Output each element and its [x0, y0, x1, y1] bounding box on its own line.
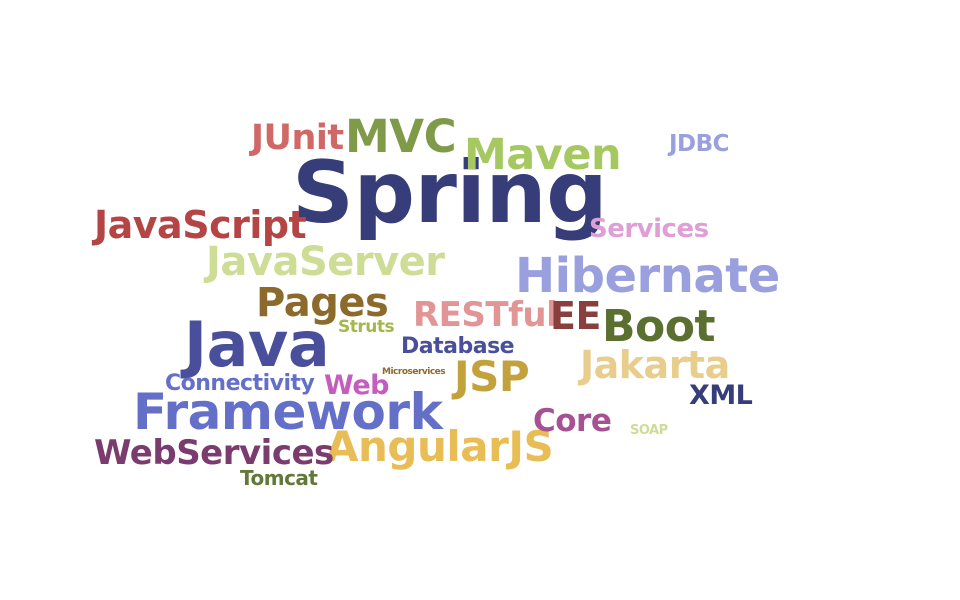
word-pages: Pages [256, 280, 389, 326]
word-maven: Maven [464, 130, 622, 180]
word-xml: XML [689, 380, 753, 411]
word-framework: Framework [133, 383, 443, 441]
word-soap: SOAP [630, 423, 668, 438]
word-connectivity: Connectivity [165, 371, 315, 396]
word-spring: Spring [292, 143, 608, 243]
word-java: Java [184, 308, 330, 381]
word-webservices: WebServices [94, 433, 334, 473]
word-ee: EE [550, 294, 601, 338]
word-tomcat: Tomcat [240, 466, 318, 490]
word-jakarta: Jakarta [580, 343, 730, 387]
word-mvc: MVC [345, 110, 457, 163]
word-boot: Boot [602, 301, 716, 352]
word-angularjs: AngularJS [326, 422, 554, 471]
word-database: Database [401, 334, 515, 359]
word-javascript: JavaScript [94, 203, 307, 247]
word-web: Web [324, 370, 389, 401]
word-core: Core [533, 403, 612, 439]
word-struts: Struts [338, 317, 395, 337]
word-jsp: JSP [454, 352, 530, 401]
word-javaserver: JavaServer [206, 239, 445, 285]
word-hibernate: Hibernate [515, 248, 780, 304]
word-jdbc: JDBC [669, 131, 730, 157]
word-microservices: Microservices [382, 367, 446, 377]
word-junit: JUnit [251, 118, 344, 158]
word-restful: RESTful [413, 295, 558, 335]
word-services: Services [589, 214, 709, 244]
